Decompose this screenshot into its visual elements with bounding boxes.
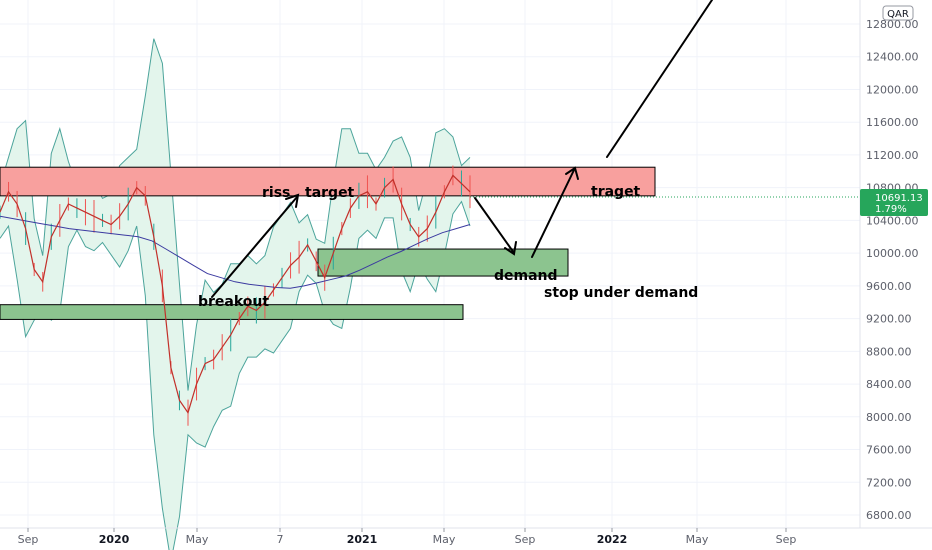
x-tick-label: May [186, 533, 209, 546]
x-tick-label: 2020 [99, 533, 130, 546]
pullback-arrow-head [504, 241, 517, 256]
y-tick-label: 12800.00 [866, 18, 919, 31]
y-tick-label: 9200.00 [866, 313, 912, 326]
resistance-zone[interactable] [0, 166, 656, 197]
long-target-line [606, 0, 713, 158]
y-tick-label: 7200.00 [866, 476, 912, 489]
y-tick-label: 11600.00 [866, 116, 919, 129]
annotation-traget: traget [591, 184, 641, 200]
drawing-arrows[interactable] [211, 0, 713, 298]
y-tick-label: 8800.00 [866, 345, 912, 358]
demand-zone[interactable] [317, 248, 569, 277]
rally-arrow-head [565, 166, 579, 180]
y-tick-label: 10000.00 [866, 247, 919, 260]
y-tick-label: 9600.00 [866, 280, 912, 293]
x-tick-label: Sep [515, 533, 536, 546]
y-tick-label: 8400.00 [866, 378, 912, 391]
price-label-value: 10691.13 [875, 193, 923, 204]
annotation-breakout: breakout [198, 294, 269, 310]
annotation-stop: stop under demand [544, 285, 698, 301]
x-tick-label: Sep [18, 533, 39, 546]
annotation-target: target [305, 185, 355, 201]
x-tick-label: May [433, 533, 456, 546]
pullback-arrow [474, 197, 515, 254]
x-tick-label: 7 [277, 533, 284, 546]
breakout-arrow-head [285, 193, 300, 208]
time-axis[interactable]: Sep 2020 May 7 2021 May Sep 2022 May Sep [18, 528, 797, 546]
band-lower-line [0, 200, 471, 550]
band-fill [0, 38, 470, 550]
price-label-change: 1.79% [875, 204, 907, 215]
y-tick-label: 10400.00 [866, 214, 919, 227]
x-tick-label: 2021 [347, 533, 378, 546]
rally-arrow [531, 169, 575, 258]
y-tick-label: 7600.00 [866, 444, 912, 457]
moving-average-line [0, 215, 471, 289]
price-axis[interactable]: 12800.00 12400.00 12000.00 11600.00 11200.00… [866, 18, 919, 522]
breakout-arrow [211, 196, 298, 298]
y-tick-label: 6800.00 [866, 509, 912, 522]
x-tick-label: 2022 [597, 533, 628, 546]
annotation-demand: demand [494, 268, 558, 284]
y-tick-label: 12400.00 [866, 51, 919, 64]
y-tick-label: 11200.00 [866, 149, 919, 162]
price-line [0, 174, 471, 415]
y-tick-label: 8000.00 [866, 411, 912, 424]
price-label: 10691.13 1.79% [860, 189, 928, 216]
currency-label: QAR [887, 9, 909, 20]
annotation-riss: riss [262, 185, 290, 201]
breakout-zone[interactable] [0, 304, 464, 320]
y-tick-label: 12000.00 [866, 83, 919, 96]
currency-badge: QAR [882, 5, 914, 21]
x-tick-label: May [686, 533, 709, 546]
x-tick-label: Sep [776, 533, 797, 546]
